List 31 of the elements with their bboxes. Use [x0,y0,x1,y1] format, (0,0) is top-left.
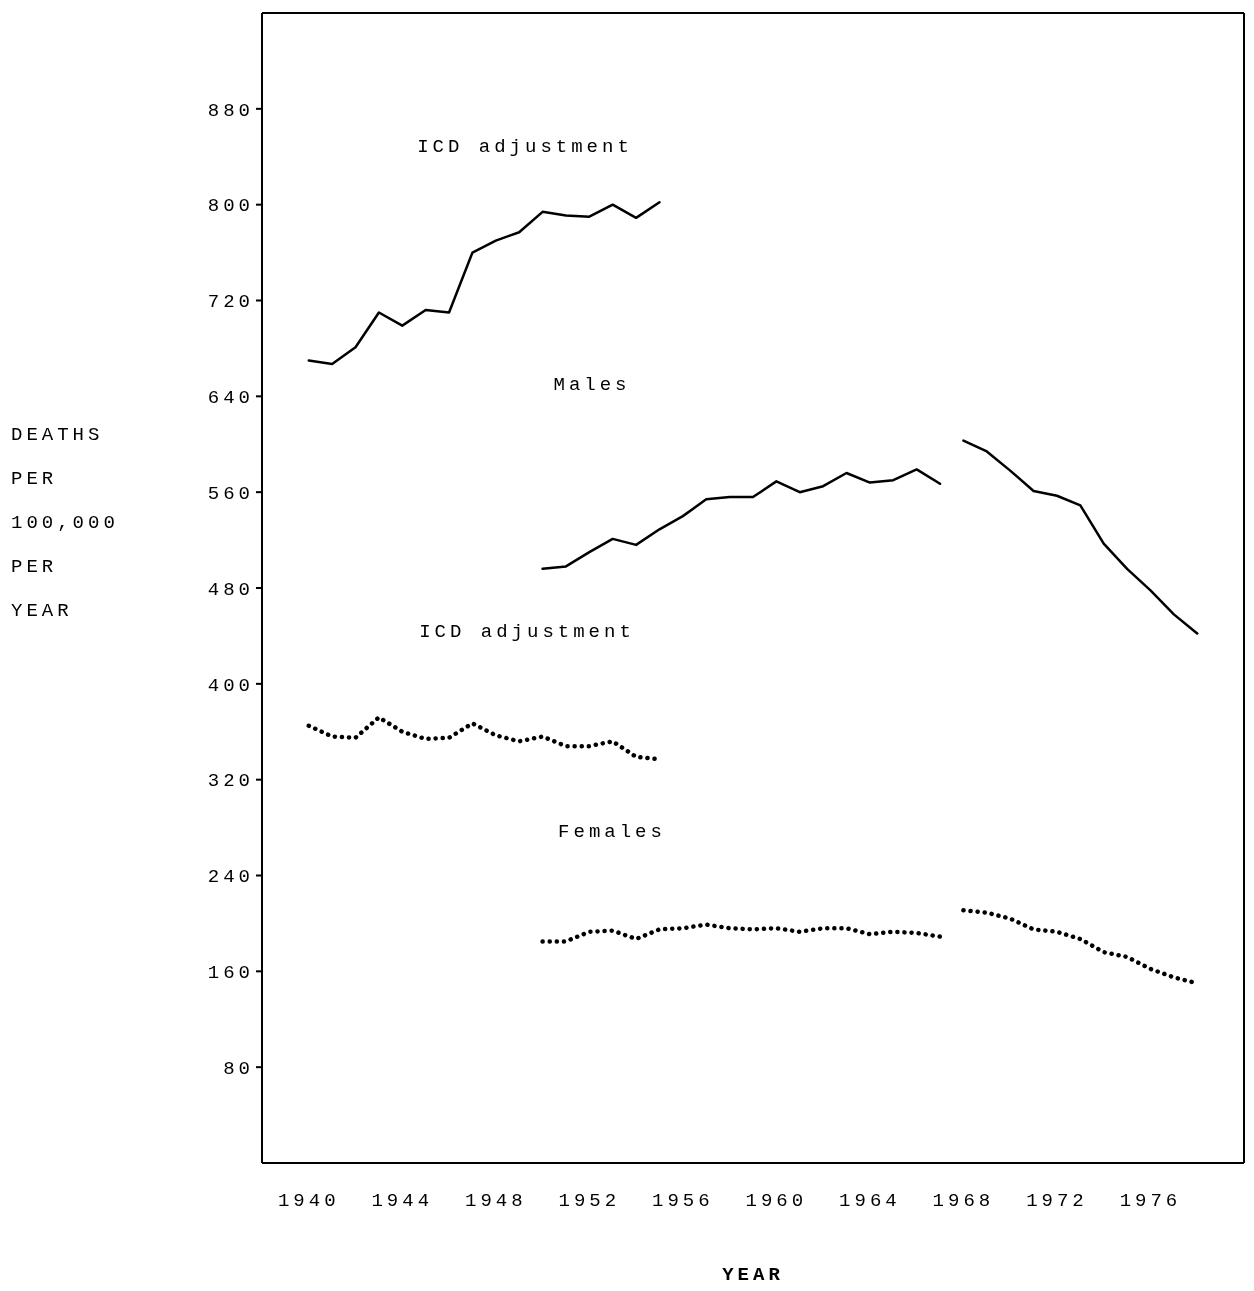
y-tick-label: 880 [207,99,254,122]
y-tick-label: 320 [207,770,254,793]
x-tick-label: 1948 [465,1190,527,1213]
x-tick-label: 1972 [1026,1190,1088,1213]
annotation: Females [558,821,666,843]
y-tick-label: 80 [223,1057,254,1080]
y-tick-label: 240 [207,866,254,889]
line-series [307,201,661,366]
x-tick-label: 1956 [652,1190,714,1213]
x-tick-label: 1964 [839,1190,901,1213]
line-series [962,439,1199,635]
y-tick-label: 480 [207,578,254,601]
line-series [541,468,942,571]
x-tick-label: 1968 [932,1190,995,1213]
y-tick-label: 720 [207,291,254,314]
x-tick-label: 1952 [558,1190,621,1213]
y-tick-label: 800 [207,195,254,218]
y-tick-label: 160 [207,962,254,985]
y-tick-label: 560 [207,482,254,505]
y-tick-label: 640 [207,387,254,410]
annotation: ICD adjustment [417,136,633,158]
y-tick-label: 400 [207,674,254,697]
annotation: ICD adjustment [419,621,635,643]
x-tick-label: 1976 [1119,1190,1182,1213]
annotation: Males [553,374,631,396]
x-tick-label: 1940 [277,1190,340,1213]
y-axis-title: DEATHS PER 100,000 PER YEAR [11,423,119,624]
x-tick-label: 1960 [745,1190,808,1213]
x-tick-label: 1944 [371,1190,434,1213]
line-series [540,922,943,944]
x-axis-title: YEAR [722,1264,784,1286]
